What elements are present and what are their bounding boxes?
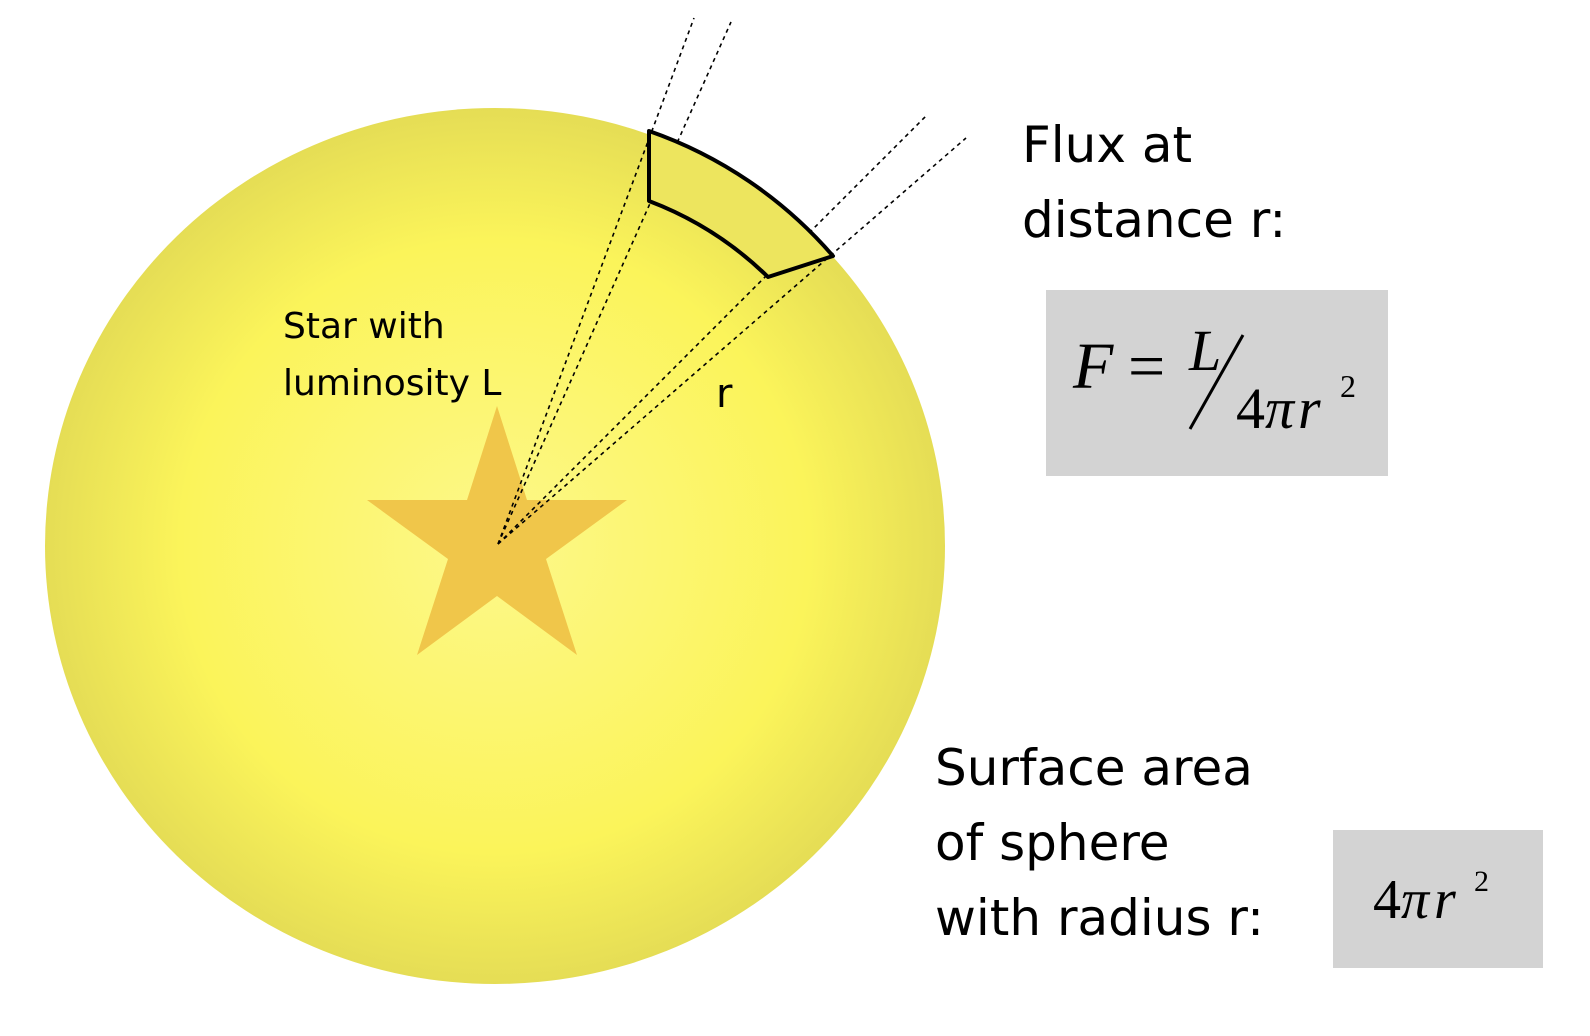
svg-text:r: r	[1434, 869, 1456, 931]
cone-lines	[497, 17, 967, 545]
svg-text:π: π	[1401, 869, 1431, 931]
fraction-slash	[1188, 334, 1245, 430]
svg-text:4: 4	[1373, 869, 1401, 931]
area-formula-box	[1333, 830, 1543, 968]
star-label: Star with luminosity L	[283, 306, 501, 404]
star-shape	[367, 406, 627, 655]
surface-heading: Surface area of sphere with radius r:	[935, 739, 1269, 947]
flux-formula: F = L 4 π r 2	[1072, 318, 1356, 441]
surface-patch	[647, 129, 835, 279]
flux-heading: Flux at distance r:	[1022, 116, 1286, 249]
svg-text:L: L	[1188, 318, 1221, 383]
radius-label: r	[716, 371, 733, 417]
svg-text:r: r	[1298, 376, 1321, 441]
svg-text:4: 4	[1236, 376, 1265, 441]
svg-text:2: 2	[1340, 368, 1356, 404]
svg-text:2: 2	[1474, 865, 1489, 898]
area-formula: 4 π r 2	[1373, 865, 1489, 931]
svg-text:=: =	[1128, 330, 1165, 403]
svg-text:F: F	[1072, 330, 1114, 403]
svg-text:π: π	[1265, 376, 1296, 441]
